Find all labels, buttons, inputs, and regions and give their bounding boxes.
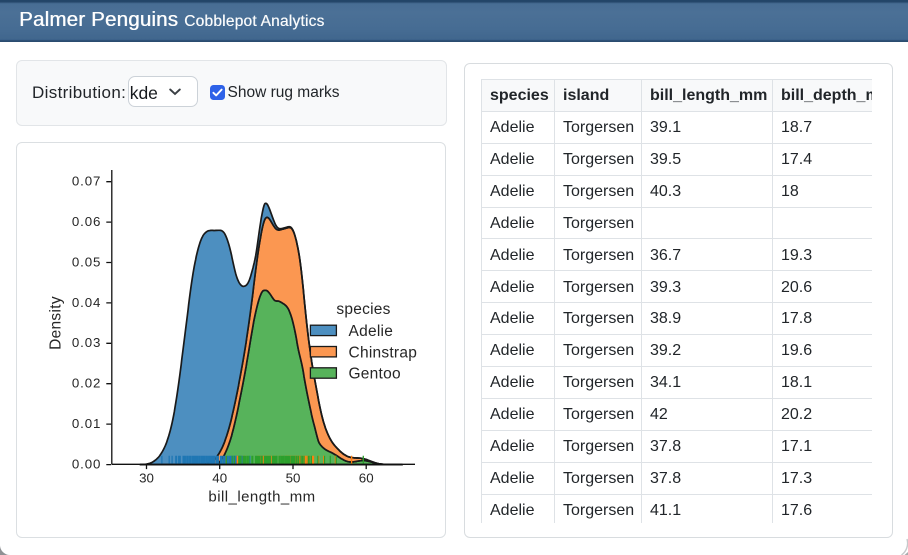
svg-text:30: 30 [139, 470, 154, 485]
svg-text:Density: Density [48, 296, 65, 350]
svg-text:species: species [336, 301, 390, 318]
svg-text:0.02: 0.02 [72, 376, 101, 391]
svg-text:0.00: 0.00 [72, 456, 101, 471]
svg-text:0.05: 0.05 [72, 254, 101, 269]
svg-text:Adelie: Adelie [349, 323, 394, 340]
svg-text:0.01: 0.01 [72, 416, 101, 431]
svg-text:50: 50 [286, 470, 301, 485]
svg-text:bill_length_mm: bill_length_mm [208, 489, 315, 506]
svg-text:Chinstrap: Chinstrap [349, 344, 418, 361]
svg-text:0.04: 0.04 [72, 295, 101, 310]
svg-text:0.07: 0.07 [72, 174, 101, 189]
svg-text:40: 40 [212, 470, 227, 485]
svg-text:0.06: 0.06 [72, 214, 101, 229]
svg-text:Gentoo: Gentoo [349, 366, 401, 383]
svg-text:0.03: 0.03 [72, 335, 101, 350]
svg-text:60: 60 [359, 470, 374, 485]
